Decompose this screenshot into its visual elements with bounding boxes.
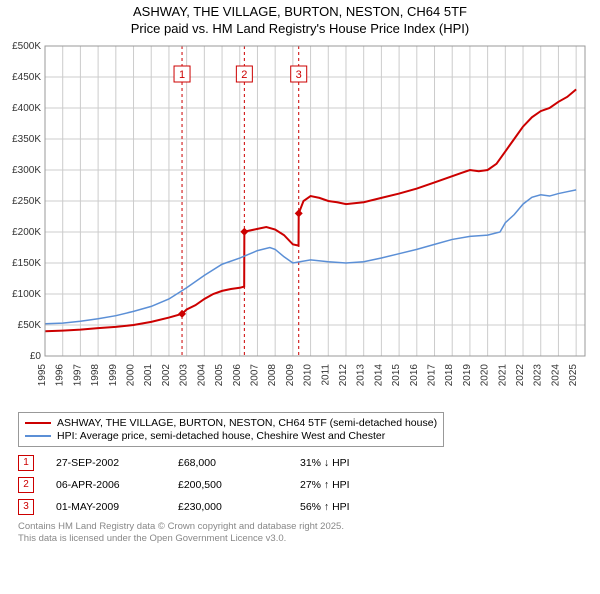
event-marker-label: 3 [296,69,302,81]
x-axis-label: 1995 [37,363,48,386]
x-axis-label: 2016 [409,363,420,386]
x-axis-label: 2021 [497,363,508,386]
sale-point-marker [240,227,248,235]
event-date: 27-SEP-2002 [56,457,156,469]
event-delta: 27% ↑ HPI [300,479,400,491]
x-axis-label: 2003 [179,363,190,386]
y-axis-label: £200K [12,227,41,238]
event-row: 1 27-SEP-2002 £68,000 31% ↓ HPI [18,455,590,471]
y-axis-label: £250K [12,196,41,207]
y-axis-label: £350K [12,134,41,145]
x-axis-label: 2001 [143,363,154,386]
y-axis-label: £450K [12,72,41,83]
x-axis-label: 2015 [391,363,402,386]
event-marker-label: 2 [241,69,247,81]
x-axis-label: 1998 [90,363,101,386]
y-axis-label: £150K [12,258,41,269]
x-axis-label: 2004 [196,363,207,386]
page-container: ASHWAY, THE VILLAGE, BURTON, NESTON, CH6… [0,4,600,594]
chart-area: £0 £50K £100K £150K £200K £250K £300K £350K £400… [3,38,593,408]
x-axis-label: 2023 [533,363,544,386]
x-axis-label: 2011 [320,363,331,385]
y-axis-label: £50K [18,320,42,331]
x-axis-label: 2005 [214,363,225,386]
chart-title: ASHWAY, THE VILLAGE, BURTON, NESTON, CH6… [0,4,600,38]
legend-label: HPI: Average price, semi-detached house,… [57,430,385,442]
title-line-2: Price paid vs. HM Land Registry's House … [131,21,469,36]
legend-row: ASHWAY, THE VILLAGE, BURTON, NESTON, CH6… [25,417,437,429]
footer-line-2: This data is licensed under the Open Gov… [18,533,286,544]
x-axis-label: 2006 [232,363,243,386]
x-axis-label: 2012 [338,363,349,386]
x-axis-label: 2008 [267,363,278,386]
event-date: 06-APR-2006 [56,479,156,491]
x-axis-label: 2018 [444,363,455,386]
y-axis-label: £0 [30,351,42,362]
x-axis-label: 2000 [126,363,137,386]
event-number-marker: 2 [18,477,34,493]
x-axis-label: 1996 [55,363,66,386]
x-axis-label: 2022 [515,363,526,386]
y-axis-label: £500K [12,41,41,52]
event-marker-label: 1 [179,69,185,81]
y-axis-label: £100K [12,289,41,300]
x-axis-label: 2009 [285,363,296,386]
x-axis-label: 1999 [108,363,119,386]
x-axis-label: 2020 [480,363,491,386]
x-axis-label: 2017 [427,363,438,386]
event-price: £200,500 [178,479,278,491]
event-row: 2 06-APR-2006 £200,500 27% ↑ HPI [18,477,590,493]
x-axis-label: 2024 [550,363,561,386]
title-line-1: ASHWAY, THE VILLAGE, BURTON, NESTON, CH6… [133,4,467,19]
x-axis-label: 2019 [462,363,473,386]
event-row: 3 01-MAY-2009 £230,000 56% ↑ HPI [18,499,590,515]
sale-point-marker [295,209,303,217]
footer-attribution: Contains HM Land Registry data © Crown c… [18,521,590,546]
x-axis-label: 2007 [249,363,260,386]
x-axis-label: 2002 [161,363,172,386]
line-chart-svg: £0 £50K £100K £150K £200K £250K £300K £350K £400… [3,38,593,408]
footer-line-1: Contains HM Land Registry data © Crown c… [18,521,344,532]
x-axis-label: 2010 [303,363,314,386]
legend-row: HPI: Average price, semi-detached house,… [25,430,437,442]
x-axis-label: 1997 [72,363,83,386]
event-number-marker: 3 [18,499,34,515]
legend-swatch [25,435,51,437]
event-delta: 31% ↓ HPI [300,457,400,469]
y-axis-label: £300K [12,165,41,176]
y-axis-label: £400K [12,103,41,114]
x-axis-label: 2014 [373,363,384,386]
event-price: £68,000 [178,457,278,469]
legend-box: ASHWAY, THE VILLAGE, BURTON, NESTON, CH6… [18,412,444,447]
event-delta: 56% ↑ HPI [300,501,400,513]
event-table: 1 27-SEP-2002 £68,000 31% ↓ HPI 2 06-APR-2006… [18,455,590,515]
legend-label: ASHWAY, THE VILLAGE, BURTON, NESTON, CH6… [57,417,437,429]
legend-swatch [25,422,51,424]
x-axis-label: 2013 [356,363,367,386]
event-price: £230,000 [178,501,278,513]
event-date: 01-MAY-2009 [56,501,156,513]
x-axis-label: 2025 [568,363,579,386]
event-number-marker: 1 [18,455,34,471]
